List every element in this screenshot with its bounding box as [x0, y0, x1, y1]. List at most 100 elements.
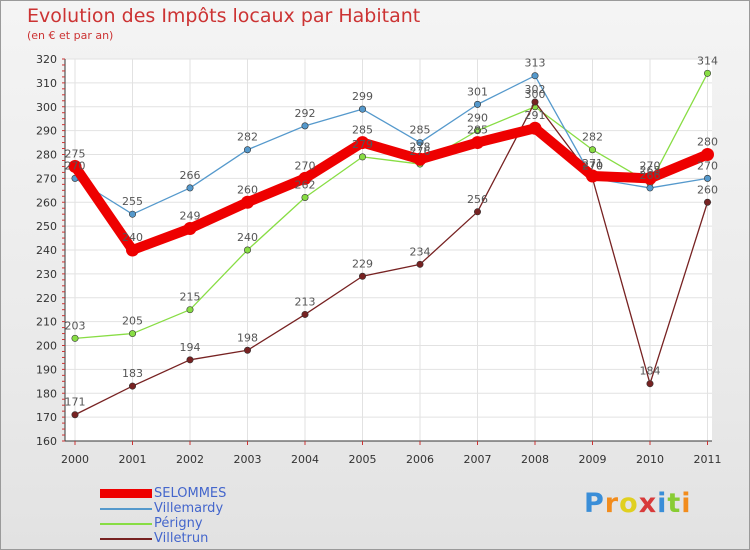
data-label-selommes: 271	[582, 157, 603, 170]
data-point-villemardy	[244, 146, 252, 154]
data-label-villemardy: 270	[65, 159, 86, 172]
data-point-villetrun	[473, 208, 481, 216]
series-line-villetrun	[74, 101, 709, 416]
y-tick-label: 260	[36, 196, 57, 209]
data-label-villetrun: 184	[640, 365, 661, 378]
data-label-p-rigny: 290	[467, 112, 488, 125]
legend-item: Villemardy	[100, 501, 226, 516]
data-point-p-rigny	[129, 330, 137, 338]
data-point-villemardy	[186, 184, 194, 192]
series-line-selommes	[70, 123, 713, 255]
y-tick-label: 310	[36, 77, 57, 90]
data-label-selommes: 291	[525, 109, 546, 122]
y-tick-label: 280	[36, 149, 57, 162]
y-tick-label: 210	[36, 316, 57, 329]
logo-letter: o	[619, 488, 639, 519]
data-point-p-rigny	[588, 146, 596, 154]
x-tick-label: 2009	[579, 453, 607, 466]
data-point-selommes	[68, 159, 82, 173]
legend-swatch	[100, 489, 152, 498]
data-label-villemardy: 301	[467, 85, 488, 98]
data-point-selommes	[471, 136, 484, 150]
x-tick-label: 2010	[636, 453, 664, 466]
data-label-selommes: 249	[180, 210, 201, 223]
data-point-selommes	[183, 222, 197, 236]
data-label-villetrun: 229	[352, 257, 373, 270]
data-label-p-rigny: 262	[295, 178, 316, 191]
legend-label: Villetrun	[154, 531, 209, 546]
data-point-p-rigny	[358, 153, 366, 161]
data-label-villetrun: 260	[697, 183, 718, 196]
x-tick-label: 2001	[119, 453, 147, 466]
x-tick-label: 2008	[521, 453, 549, 466]
data-point-villetrun	[416, 260, 424, 268]
data-label-p-rigny: 314	[697, 54, 718, 67]
data-point-villetrun	[244, 346, 252, 354]
y-tick-label: 290	[36, 125, 57, 138]
data-label-selommes: 278	[410, 140, 431, 153]
x-tick-label: 2006	[406, 453, 434, 466]
data-point-selommes	[298, 171, 312, 185]
x-tick-label: 2003	[234, 453, 262, 466]
legend-swatch	[100, 507, 152, 510]
data-label-p-rigny: 240	[237, 231, 258, 244]
chart-subtitle: (en € et par an)	[27, 29, 114, 42]
data-label-villemardy: 292	[295, 107, 316, 120]
logo-letter: i	[657, 488, 668, 519]
data-label-p-rigny: 268	[640, 164, 661, 177]
legend-label: Périgny	[154, 516, 203, 531]
data-label-villemardy: 270	[697, 159, 718, 172]
x-tick-label: 2011	[694, 453, 722, 466]
data-point-villemardy	[416, 139, 424, 147]
data-point-villemardy	[646, 184, 654, 192]
data-label-villemardy: 299	[352, 90, 373, 103]
data-label-selommes: 285	[352, 124, 373, 137]
data-point-villetrun	[703, 198, 711, 206]
y-tick-label: 200	[36, 340, 57, 353]
logo-letter: t	[667, 488, 682, 519]
data-label-villemardy: 255	[122, 195, 143, 208]
data-point-villetrun	[71, 411, 79, 419]
data-label-p-rigny: 205	[122, 315, 143, 328]
data-point-villetrun	[646, 380, 654, 388]
legend-item: Villetrun	[100, 531, 226, 546]
data-label-villemardy: 266	[640, 169, 661, 182]
data-point-selommes	[241, 195, 254, 209]
data-label-villemardy: 266	[180, 169, 201, 182]
data-label-villetrun: 171	[65, 396, 86, 409]
data-point-villetrun	[301, 310, 309, 318]
data-label-p-rigny: 300	[525, 88, 546, 101]
data-label-villemardy: 285	[410, 124, 431, 137]
data-label-selommes: 280	[697, 136, 718, 149]
data-label-villetrun: 198	[237, 331, 258, 344]
data-point-villetrun	[358, 272, 366, 280]
data-label-villemardy: 313	[525, 57, 546, 70]
legend-swatch	[100, 522, 152, 525]
data-label-p-rigny: 215	[180, 291, 201, 304]
data-label-villetrun: 234	[410, 245, 431, 258]
data-point-villemardy	[531, 72, 539, 80]
chart-legend: SELOMMES Villemardy Périgny Villetrun	[100, 486, 226, 546]
y-tick-label: 190	[36, 363, 57, 376]
y-tick-label: 220	[36, 292, 57, 305]
data-point-p-rigny	[473, 127, 481, 135]
data-label-p-rigny: 276	[410, 145, 431, 158]
y-tick-label: 160	[36, 435, 57, 448]
legend-item: Périgny	[100, 516, 226, 531]
x-tick-label: 2005	[349, 453, 377, 466]
y-tick-label: 300	[36, 101, 57, 114]
data-point-villemardy	[129, 210, 137, 218]
data-label-selommes: 260	[237, 183, 258, 196]
data-point-selommes	[701, 148, 714, 161]
logo-letter: i	[681, 488, 692, 519]
data-label-villetrun: 183	[122, 367, 143, 380]
y-tick-label: 180	[36, 387, 57, 400]
data-label-villetrun: 213	[295, 295, 316, 308]
data-point-villemardy	[473, 100, 481, 108]
data-label-villemardy: 282	[237, 131, 258, 144]
logo-letter: P	[584, 488, 605, 519]
data-point-selommes	[643, 171, 657, 185]
y-tick-label: 250	[36, 220, 57, 233]
data-point-p-rigny	[186, 306, 194, 314]
